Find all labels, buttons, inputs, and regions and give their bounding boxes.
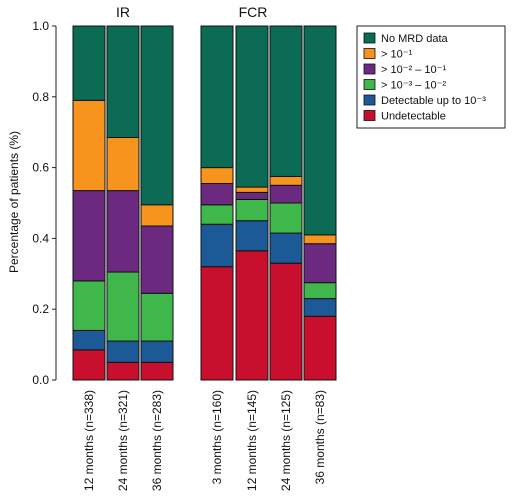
bar-segment-3-0 <box>72 190 106 282</box>
x-category-label: 12 months (n=145) <box>245 390 259 491</box>
bar-segment-0-5 <box>269 262 303 381</box>
y-tick-label: 0.4 <box>32 231 49 245</box>
bar-segment-3-4 <box>235 191 269 200</box>
bar-segment-4-6 <box>303 234 337 245</box>
x-category-label: 36 months (n=83) <box>313 390 327 484</box>
y-tick-label: 0.2 <box>32 302 49 316</box>
bar-segment-5-4 <box>235 25 269 188</box>
bar-segment-0-6 <box>303 315 337 381</box>
bar-segment-5-1 <box>106 25 140 139</box>
bar-segment-2-6 <box>303 282 337 300</box>
group-label: IR <box>116 4 130 20</box>
bar-segment-1-0 <box>72 329 106 351</box>
x-axis-labels: 12 months (n=338) 24 months (n=321) 36 mon… <box>82 390 327 491</box>
bar-segment-4-1 <box>106 137 140 192</box>
bar-segment-1-1 <box>106 340 140 363</box>
x-category-label: 36 months (n=283) <box>150 390 164 491</box>
bar-segment-2-2 <box>140 292 174 342</box>
bar-segment-3-1 <box>106 190 140 273</box>
bars <box>72 25 337 381</box>
y-axis-label: Percentage of patients (%) <box>7 131 21 273</box>
bar-segment-4-4 <box>235 186 269 193</box>
legend-entry: > 10⁻³ – 10⁻² <box>381 80 446 92</box>
bar-segment-1-5 <box>269 232 303 264</box>
legend-swatch <box>363 110 376 121</box>
x-category-label: 24 months (n=321) <box>116 390 130 491</box>
legend-entry: Detectable up to 10⁻³ <box>381 95 486 107</box>
group-label: FCR <box>239 4 268 20</box>
bar-segment-2-1 <box>106 271 140 342</box>
bar-segment-1-2 <box>140 340 174 363</box>
bar-segment-5-6 <box>303 25 337 236</box>
x-category-label: 3 months (n=160) <box>210 390 224 484</box>
bar-segment-3-2 <box>140 225 174 294</box>
legend-entry: > 10⁻¹ <box>381 49 413 61</box>
bar-segment-3-6 <box>303 243 337 284</box>
bar-segment-4-3 <box>200 167 234 185</box>
bar-segment-2-3 <box>200 204 234 225</box>
bar-segment-1-6 <box>303 298 337 317</box>
legend-swatch <box>363 32 376 44</box>
bar-segment-1-4 <box>235 220 269 252</box>
bar-segment-3-5 <box>269 184 303 204</box>
bar-segment-0-1 <box>106 361 140 381</box>
bar-segment-0-4 <box>235 250 269 381</box>
bar-segment-5-0 <box>72 25 106 101</box>
legend-entry: Undetectable <box>381 111 446 123</box>
x-category-label: 12 months (n=338) <box>82 390 96 491</box>
y-axis: 0.0 0.2 0.4 0.6 0.8 1.0 <box>32 19 57 387</box>
y-tick-label: 1.0 <box>32 19 49 33</box>
y-tick-label: 0.6 <box>32 161 49 175</box>
legend-entry: No MRD data <box>381 33 449 45</box>
legend-entry: > 10⁻² – 10⁻¹ <box>381 64 446 76</box>
legend: No MRD data > 10⁻¹ > 10⁻² – 10⁻¹ > 10⁻³ – 1… <box>356 25 506 129</box>
bar-segment-5-2 <box>140 25 174 206</box>
bar-segment-3-3 <box>200 183 234 206</box>
legend-swatch <box>363 63 376 75</box>
group-labels: IR FCR <box>116 4 267 20</box>
bar-segment-5-3 <box>200 25 234 169</box>
legend-swatch <box>363 48 376 59</box>
legend-box <box>356 25 506 129</box>
bar-segment-0-0 <box>72 349 106 381</box>
bar-segment-4-2 <box>140 204 174 227</box>
x-category-label: 24 months (n=125) <box>279 390 293 491</box>
legend-swatch <box>363 94 376 106</box>
bar-segment-0-3 <box>200 266 234 381</box>
bar-segment-2-0 <box>72 280 106 331</box>
bar-segment-5-5 <box>269 25 303 177</box>
bar-segment-4-5 <box>269 175 303 186</box>
legend-swatch <box>363 79 376 90</box>
bar-segment-0-2 <box>140 361 174 381</box>
bar-segment-2-5 <box>269 202 303 234</box>
y-tick-label: 0.0 <box>32 373 49 387</box>
bar-segment-2-4 <box>235 198 269 222</box>
y-tick-label: 0.8 <box>32 90 49 104</box>
bar-segment-1-3 <box>200 223 234 268</box>
bar-segment-4-0 <box>72 99 106 192</box>
